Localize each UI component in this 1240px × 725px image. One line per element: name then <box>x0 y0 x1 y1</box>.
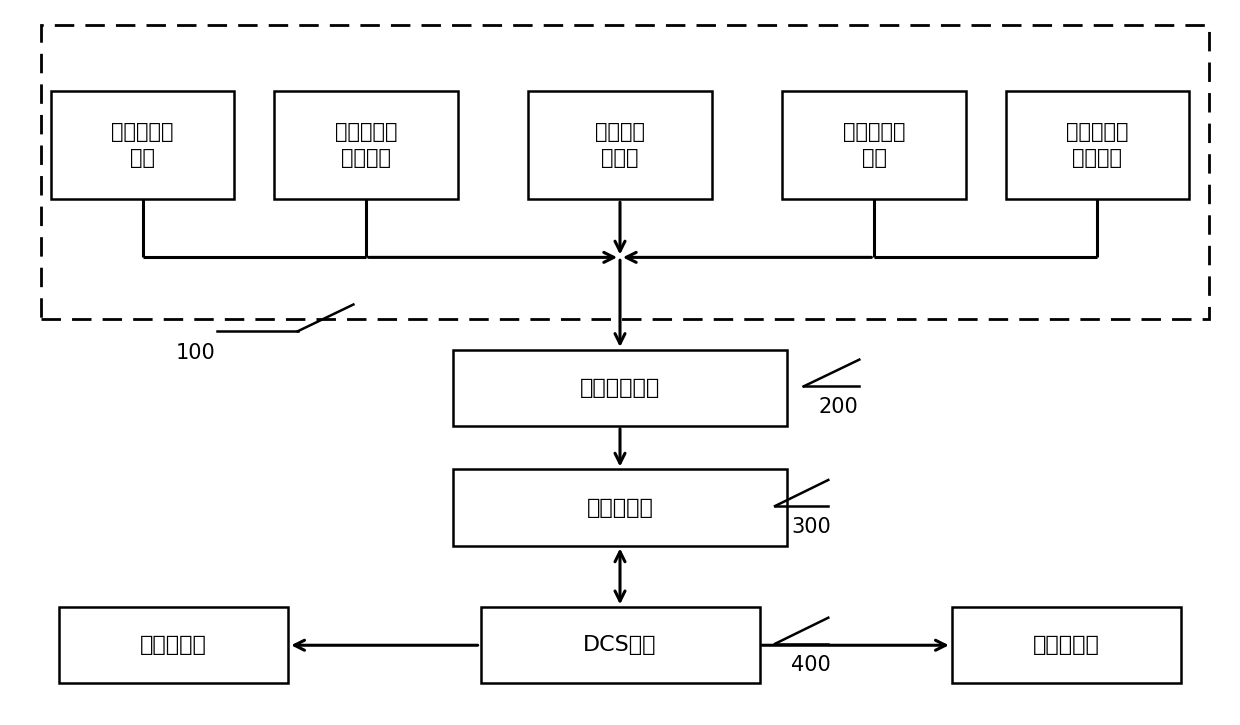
Text: 400: 400 <box>791 655 831 675</box>
FancyBboxPatch shape <box>60 608 288 683</box>
Text: 300: 300 <box>791 517 831 537</box>
Text: 第一动叶位
置传感器: 第一动叶位 置传感器 <box>335 122 397 168</box>
FancyBboxPatch shape <box>782 91 966 199</box>
Text: 数据采集单元: 数据采集单元 <box>580 378 660 398</box>
Text: 第二电流传
感器: 第二电流传 感器 <box>843 122 905 168</box>
Text: 第二引风机: 第二引风机 <box>1033 635 1100 655</box>
Text: 100: 100 <box>176 343 216 363</box>
FancyBboxPatch shape <box>1006 91 1189 199</box>
FancyBboxPatch shape <box>453 470 787 546</box>
Text: 第二动叶位
置传感器: 第二动叶位 置传感器 <box>1066 122 1128 168</box>
FancyBboxPatch shape <box>952 608 1180 683</box>
Text: 炉膛压力
传感器: 炉膛压力 传感器 <box>595 122 645 168</box>
FancyBboxPatch shape <box>528 91 712 199</box>
Text: 200: 200 <box>818 397 858 418</box>
Text: 第一引风机: 第一引风机 <box>140 635 207 655</box>
Text: 第一电流传
感器: 第一电流传 感器 <box>112 122 174 168</box>
FancyBboxPatch shape <box>481 608 759 683</box>
Text: 运算服务器: 运算服务器 <box>587 497 653 518</box>
FancyBboxPatch shape <box>453 349 787 426</box>
Text: DCS系统: DCS系统 <box>583 635 657 655</box>
FancyBboxPatch shape <box>274 91 458 199</box>
FancyBboxPatch shape <box>51 91 234 199</box>
